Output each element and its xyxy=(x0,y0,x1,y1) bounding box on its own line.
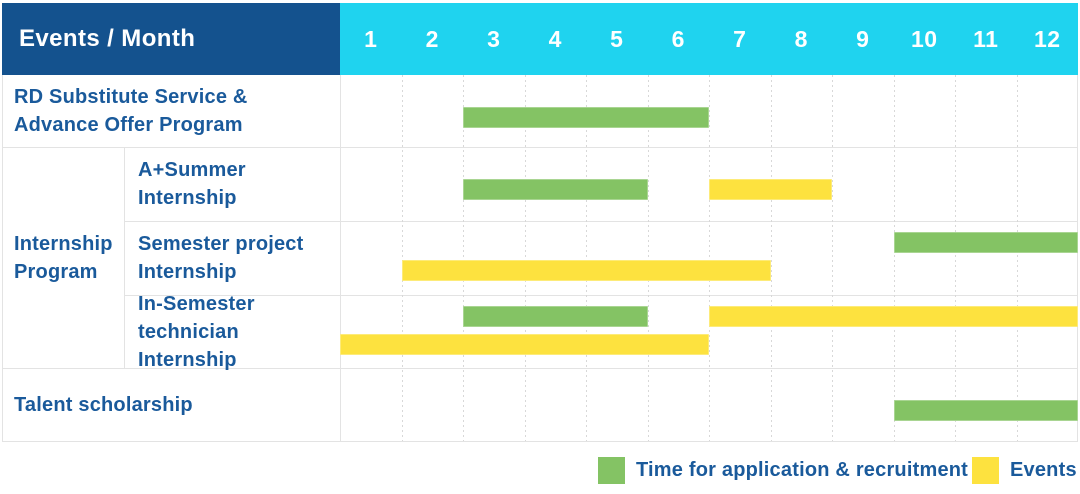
month-header-label: 9 xyxy=(856,25,870,52)
gantt-bar-yellow xyxy=(709,306,1078,327)
month-gridline xyxy=(647,75,649,441)
legend-item-events: Events xyxy=(972,457,1077,484)
row-label-rd-substitute: RD Substitute Service & Advance Offer Pr… xyxy=(14,86,248,136)
month-header-row: 1 2 3 4 5 6 7 8 9 10 11 12 xyxy=(340,3,1078,75)
month-gridline xyxy=(524,75,526,441)
month-header-label: 11 xyxy=(973,25,999,52)
row-chart-rd-substitute xyxy=(340,75,1078,147)
row-chart-semester-project xyxy=(340,221,1078,295)
month-header-label: 7 xyxy=(733,25,747,52)
gantt-bar-green xyxy=(893,232,1078,253)
label-column-divider xyxy=(340,75,341,441)
month-header-label: 10 xyxy=(910,25,938,52)
month-header-label: 1 xyxy=(364,25,378,52)
group-label-internship-program: Internship Program xyxy=(14,232,113,283)
row-label-a-plus-summer: A+Summer Internship xyxy=(138,159,246,209)
row-divider xyxy=(2,147,1078,148)
row-label-in-semester-technician: In-Semester technician Internship xyxy=(138,292,255,371)
legend-label: Time for application & recruitment xyxy=(636,459,969,481)
month-header-label: 8 xyxy=(794,25,808,52)
month-header-label: 4 xyxy=(548,25,562,52)
month-gridline xyxy=(832,75,833,441)
month-gridline xyxy=(770,75,772,441)
month-gridline xyxy=(955,75,956,441)
row-label-semester-project: Semester project Internship xyxy=(138,233,304,283)
gantt-bar-yellow xyxy=(340,334,709,355)
row-chart-talent-scholarship xyxy=(340,368,1078,442)
row-divider xyxy=(124,295,1078,296)
group-column-divider xyxy=(124,147,125,368)
month-gridline xyxy=(1016,75,1018,441)
gantt-bar-green xyxy=(463,179,648,200)
table-border-left xyxy=(2,75,3,441)
month-header-label: 5 xyxy=(610,25,624,52)
row-chart-a-plus-summer xyxy=(340,147,1078,221)
month-gridline xyxy=(893,75,895,441)
legend-item-application-recruitment: Time for application & recruitment xyxy=(598,457,968,484)
gantt-bar-yellow xyxy=(401,260,771,281)
legend-label: Events xyxy=(1010,459,1077,481)
month-gridline xyxy=(709,75,710,441)
month-gridline xyxy=(586,75,587,441)
table-header-title-cell: Events / Month xyxy=(2,3,340,75)
row-chart-in-semester-technician xyxy=(340,295,1078,368)
month-gridlines xyxy=(340,75,1078,441)
table-border-bottom xyxy=(2,441,1078,442)
gantt-bar-green xyxy=(463,107,709,128)
month-gridline xyxy=(463,75,464,441)
month-header-label: 3 xyxy=(487,25,501,52)
gantt-bar-green xyxy=(463,306,648,327)
table-border-right xyxy=(1077,75,1078,441)
month-header-label: 12 xyxy=(1033,25,1061,52)
row-divider xyxy=(124,221,1078,222)
month-header-label: 2 xyxy=(425,25,439,52)
month-header-label: 6 xyxy=(671,25,685,52)
page-title: Events / Month xyxy=(19,25,196,52)
legend-swatch-green xyxy=(598,457,625,484)
row-label-talent-scholarship: Talent scholarship xyxy=(14,394,193,416)
gantt-bar-yellow xyxy=(709,179,832,200)
legend-swatch-yellow xyxy=(972,457,999,484)
month-gridline xyxy=(401,75,403,441)
row-divider xyxy=(2,368,1078,369)
gantt-bar-green xyxy=(893,400,1078,421)
